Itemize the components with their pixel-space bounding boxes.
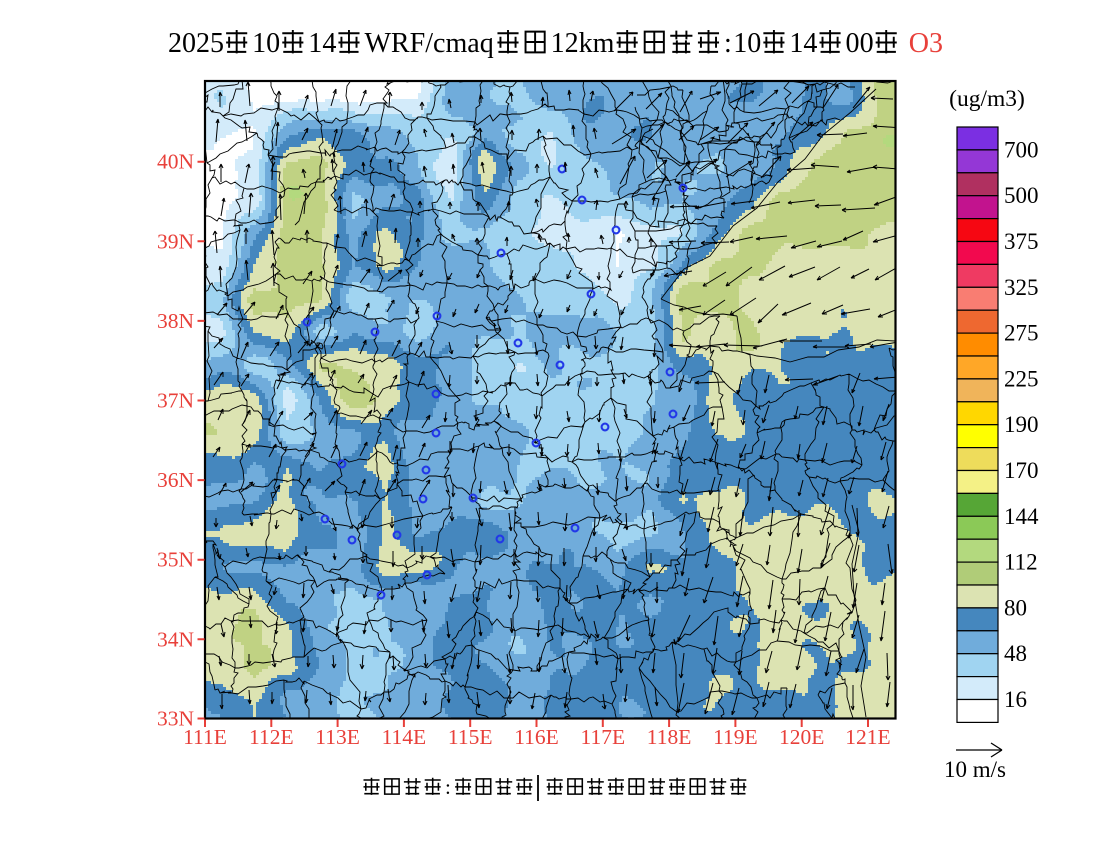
svg-text:38N: 38N [157, 309, 195, 333]
svg-text:16: 16 [1004, 687, 1027, 712]
svg-text:36N: 36N [157, 468, 195, 492]
svg-text:40N: 40N [157, 150, 195, 174]
svg-text:37N: 37N [157, 389, 195, 413]
svg-text::: : [445, 775, 451, 799]
svg-text:144: 144 [1004, 504, 1039, 529]
svg-text:121E: 121E [845, 725, 890, 749]
svg-text:375: 375 [1004, 229, 1039, 254]
svg-text::: : [724, 28, 732, 59]
svg-text:80: 80 [1004, 595, 1027, 620]
svg-text:10: 10 [252, 28, 280, 59]
svg-text:225: 225 [1004, 366, 1039, 391]
svg-text:112: 112 [1004, 550, 1038, 575]
svg-text:O3: O3 [909, 28, 943, 59]
svg-text:WRF/cmaq: WRF/cmaq [364, 28, 493, 59]
svg-text:34N: 34N [157, 627, 195, 651]
svg-text:14: 14 [789, 28, 817, 59]
svg-text:33N: 33N [157, 707, 195, 731]
svg-text:700: 700 [1004, 137, 1039, 162]
svg-text:(ug/m3): (ug/m3) [949, 86, 1025, 112]
svg-text:39N: 39N [157, 229, 195, 253]
svg-text:12km: 12km [551, 28, 615, 59]
svg-text:190: 190 [1004, 412, 1039, 437]
svg-text:170: 170 [1004, 458, 1039, 483]
svg-text:112E: 112E [249, 725, 294, 749]
svg-text:10 m/s: 10 m/s [944, 757, 1006, 782]
svg-text:115E: 115E [448, 725, 493, 749]
svg-text:116E: 116E [514, 725, 559, 749]
svg-text:10: 10 [733, 28, 761, 59]
svg-text:111E: 111E [183, 725, 227, 749]
svg-text:2025: 2025 [168, 28, 224, 59]
svg-text:500: 500 [1004, 183, 1039, 208]
svg-text:48: 48 [1004, 641, 1027, 666]
svg-text:119E: 119E [713, 725, 758, 749]
svg-text:14: 14 [308, 28, 336, 59]
svg-text:117E: 117E [581, 725, 626, 749]
svg-text:00: 00 [846, 28, 874, 59]
svg-text:325: 325 [1004, 275, 1039, 300]
svg-text:114E: 114E [382, 725, 427, 749]
svg-text:120E: 120E [779, 725, 824, 749]
svg-text:275: 275 [1004, 321, 1039, 346]
svg-text:113E: 113E [315, 725, 360, 749]
svg-text:35N: 35N [157, 548, 195, 572]
svg-text:118E: 118E [647, 725, 692, 749]
